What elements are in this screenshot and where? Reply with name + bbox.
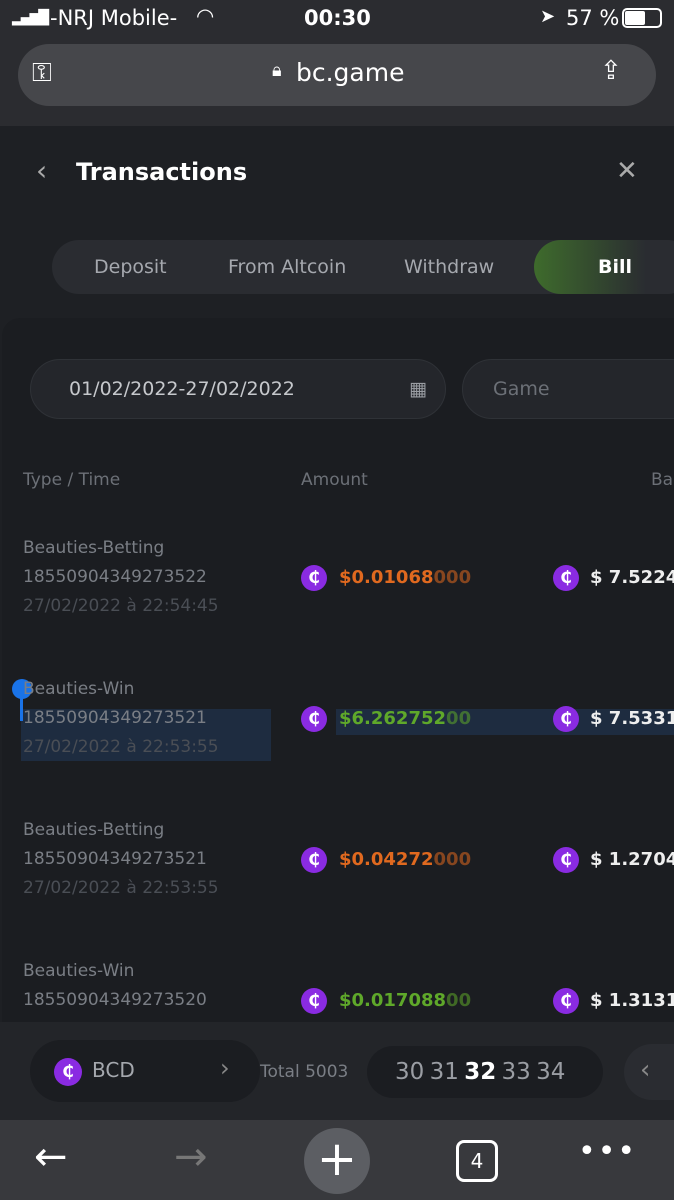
row-balance: $ 1.2704 bbox=[590, 849, 674, 870]
tab-withdraw[interactable]: Withdraw bbox=[404, 256, 495, 278]
total-count: Total 5003 bbox=[260, 1062, 349, 1082]
key-icon[interactable]: ⚿ bbox=[32, 58, 52, 88]
url-bar[interactable]: ⚿ 🔒︎ bc.game ⇪ bbox=[18, 44, 656, 106]
page-31[interactable]: 31 bbox=[429, 1059, 459, 1085]
table-row[interactable]: Beauties-Win 18550904349273520 ₵ $0.0170… bbox=[0, 961, 674, 1081]
row-type: Beauties-Betting bbox=[23, 538, 165, 558]
row-type: Beauties-Betting bbox=[23, 820, 165, 840]
row-id: 18550904349273520 bbox=[23, 990, 207, 1010]
back-icon[interactable]: ‹ bbox=[36, 154, 48, 187]
tab-deposit[interactable]: Deposit bbox=[94, 256, 167, 278]
bcd-coin-icon: ₵ bbox=[553, 847, 579, 873]
chevron-right-icon: › bbox=[220, 1054, 230, 1082]
page-33[interactable]: 33 bbox=[501, 1059, 531, 1085]
status-bar: ▂▄▆█ -NRJ Mobile- ◠ 00:30 ➤ 57 % bbox=[0, 0, 674, 38]
table-row[interactable]: Beauties-Win 18550904349273521 27/02/202… bbox=[0, 679, 674, 799]
row-balance: $ 7.5224 bbox=[590, 567, 674, 588]
bcd-coin-icon: ₵ bbox=[553, 706, 579, 732]
bcd-coin-icon: ₵ bbox=[301, 565, 327, 591]
bcd-coin-icon: ₵ bbox=[553, 988, 579, 1014]
page-32-current[interactable]: 32 bbox=[464, 1059, 497, 1085]
row-balance: $ 7.5331 bbox=[590, 708, 674, 729]
game-select[interactable]: Game bbox=[462, 359, 674, 419]
column-balance: Ba bbox=[651, 470, 674, 490]
page-30[interactable]: 30 bbox=[395, 1059, 425, 1085]
url-text[interactable]: bc.game bbox=[296, 58, 405, 87]
bcd-coin-icon: ₵ bbox=[553, 565, 579, 591]
row-type: Beauties-Win bbox=[23, 961, 135, 981]
bcd-coin-icon: ₵ bbox=[301, 988, 327, 1014]
share-icon[interactable]: ⇪ bbox=[600, 56, 622, 86]
tab-from-altcoin[interactable]: From Altcoin bbox=[228, 256, 347, 278]
date-range-value: 01/02/2022-27/02/2022 bbox=[69, 378, 295, 400]
bcd-coin-icon: ₵ bbox=[301, 847, 327, 873]
row-time: 27/02/2022 à 22:54:45 bbox=[23, 596, 219, 616]
row-amount: $6.26275200 bbox=[339, 708, 472, 729]
row-amount: $0.01068000 bbox=[339, 567, 472, 588]
pagination-footer: ₵ BCD › Total 5003 30 31 32 33 34 ‹ bbox=[0, 1022, 674, 1120]
signal-icon: ▂▄▆█ bbox=[12, 10, 49, 26]
battery-percent: 57 % bbox=[566, 6, 620, 30]
carrier: -NRJ Mobile- bbox=[50, 6, 178, 30]
forward-arrow-icon[interactable]: → bbox=[174, 1134, 208, 1180]
currency-select[interactable]: ₵ BCD › bbox=[30, 1040, 260, 1102]
page-list: 30 31 32 33 34 bbox=[367, 1046, 603, 1098]
page-title: Transactions bbox=[76, 158, 248, 186]
column-type-time: Type / Time bbox=[23, 470, 121, 490]
bcd-coin-icon: ₵ bbox=[54, 1058, 82, 1086]
browser-toolbar: ← → + 4 ••• bbox=[0, 1120, 674, 1200]
tab-bill[interactable]: Bill bbox=[534, 240, 674, 294]
clock: 00:30 bbox=[304, 6, 371, 30]
table-row[interactable]: Beauties-Betting 18550904349273522 27/02… bbox=[0, 538, 674, 658]
row-id: 18550904349273521 bbox=[23, 708, 207, 728]
more-icon[interactable]: ••• bbox=[578, 1134, 638, 1169]
bcd-coin-icon: ₵ bbox=[301, 706, 327, 732]
back-arrow-icon[interactable]: ← bbox=[34, 1134, 68, 1180]
game-placeholder: Game bbox=[493, 378, 550, 400]
location-icon: ➤ bbox=[540, 6, 556, 27]
transactions-panel bbox=[2, 318, 674, 1028]
tabs-button[interactable]: 4 bbox=[456, 1140, 498, 1182]
column-amount: Amount bbox=[301, 470, 368, 490]
tab-bar: Deposit From Altcoin Withdraw Bill bbox=[52, 240, 674, 294]
new-tab-icon[interactable]: + bbox=[304, 1128, 370, 1194]
row-id: 18550904349273521 bbox=[23, 849, 207, 869]
currency-label: BCD bbox=[92, 1058, 135, 1082]
calendar-icon[interactable]: ▦ bbox=[409, 378, 427, 400]
row-amount: $0.04272000 bbox=[339, 849, 472, 870]
row-time: 27/02/2022 à 22:53:55 bbox=[23, 878, 219, 898]
row-amount: $0.01708800 bbox=[339, 990, 472, 1011]
row-balance: $ 1.3131 bbox=[590, 990, 674, 1011]
page-34[interactable]: 34 bbox=[536, 1059, 566, 1085]
lock-icon: 🔒︎ bbox=[272, 60, 282, 81]
battery-icon bbox=[622, 8, 662, 28]
date-range-input[interactable]: 01/02/2022-27/02/2022 ▦ bbox=[30, 359, 446, 419]
table-row[interactable]: Beauties-Betting 18550904349273521 27/02… bbox=[0, 820, 674, 940]
row-type: Beauties-Win bbox=[23, 679, 135, 699]
prev-page-button[interactable]: ‹ bbox=[624, 1044, 674, 1100]
wifi-icon: ◠ bbox=[196, 4, 215, 28]
row-time: 27/02/2022 à 22:53:55 bbox=[23, 737, 219, 757]
row-id: 18550904349273522 bbox=[23, 567, 207, 587]
close-icon[interactable]: ✕ bbox=[616, 156, 638, 186]
